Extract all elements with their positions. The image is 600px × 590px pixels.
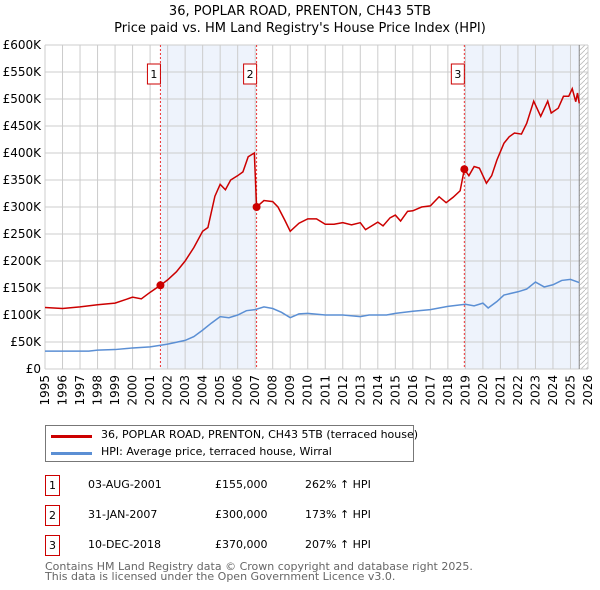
y-tick-label: £50K [10,335,42,349]
x-tick-label: 2022 [511,375,525,406]
chart-subtitle: Price paid vs. HM Land Registry's House … [114,21,486,36]
sale-point [460,165,469,174]
x-tick-label: 2008 [266,375,280,406]
x-tick-label: 2026 [581,375,595,406]
footer-licence: This data is licensed under the Open Gov… [45,570,396,583]
x-tick-label: 2010 [301,375,315,406]
transaction-price: £155,000 [215,478,268,491]
x-tick-label: 2000 [126,375,140,406]
transaction-marker: 3 [45,535,60,556]
legend: 36, POPLAR ROAD, PRENTON, CH43 5TB (terr… [45,425,418,462]
x-tick-label: 1999 [108,375,122,406]
sale-marker-label: 3 [454,68,461,81]
transaction-date: 10-DEC-2018 [88,538,162,551]
y-tick-label: £150K [3,281,43,295]
transaction-marker: 1 [45,475,60,496]
sale-marker-box [146,63,161,85]
transaction-date: 31-JAN-2007 [88,508,158,521]
x-tick-label: 1996 [56,375,70,406]
sale-marker-label: 1 [150,68,157,81]
sale-marker-label: 2 [247,68,254,81]
x-tick-label: 2005 [213,375,227,406]
sale-point [252,203,261,211]
x-tick-label: 2023 [528,375,542,406]
y-tick-label: £300K [3,200,43,214]
transaction-hpi-change: 262% ↑ HPI [305,478,371,491]
transaction-price: £370,000 [215,538,268,551]
x-tick-label: 1997 [73,375,87,406]
x-tick-label: 2012 [336,375,350,406]
footer-copyright: Contains HM Land Registry data © Crown c… [45,560,473,573]
transaction-hpi-change: 173% ↑ HPI [305,508,371,521]
y-tick-label: £450K [3,119,43,133]
x-tick-label: 2013 [353,375,367,406]
plot-area: £0 £50K £100K £150K £200K £250K £300K £350K £400… [3,38,595,406]
y-tick-label: £200K [3,254,43,268]
x-tick-label: 2003 [178,375,192,406]
legend-price-label: 36, POPLAR ROAD, PRENTON, CH43 5TB (terr… [101,428,419,441]
x-tick-label: 2002 [161,375,175,406]
x-tick-label: 2019 [458,375,472,406]
x-tick-label: 2016 [406,375,420,406]
y-tick-label: £600K [3,38,43,52]
y-tick-label: £500K [3,92,43,106]
transaction-date: 03-AUG-2001 [88,478,162,491]
y-tick-label: £100K [3,308,43,322]
x-tick-label: 1995 [38,375,52,406]
y-tick-label: £0 [26,362,41,376]
x-tick-label: 2004 [196,375,210,406]
x-tick-label: 2021 [493,375,507,406]
y-tick-label: £400K [3,146,43,160]
y-tick-label: £250K [3,227,43,241]
legend-hpi-swatch [51,452,92,455]
x-tick-label: 2011 [318,375,332,406]
price-line [44,86,580,310]
transaction-price: £300,000 [215,508,268,521]
x-tick-label: 2015 [388,375,402,406]
x-tick-label: 2020 [476,375,490,406]
legend-hpi-label: HPI: Average price, terraced house, Wirr… [101,445,332,458]
x-tick-label: 2009 [283,375,297,406]
sale-point [156,281,165,290]
y-tick-label: £350K [3,173,43,187]
chart-title: 36, POPLAR ROAD, PRENTON, CH43 5TB [168,4,432,19]
y-tick-label: £550K [3,65,43,79]
x-tick-label: 2017 [423,375,437,406]
x-tick-label: 2007 [248,375,262,406]
hpi-line [45,278,580,352]
x-tick-label: 1998 [91,375,105,406]
x-tick-label: 2014 [371,375,385,406]
sale-marker-box [450,63,465,85]
legend-price-swatch [51,435,92,438]
x-tick-label: 2024 [546,375,560,406]
x-tick-label: 2006 [231,375,245,406]
sale-marker-box [243,63,258,85]
transaction-marker: 2 [45,505,60,526]
x-tick-label: 2001 [143,375,157,406]
x-tick-label: 2018 [441,375,455,406]
x-tick-label: 2025 [563,375,577,406]
transaction-hpi-change: 207% ↑ HPI [305,538,371,551]
